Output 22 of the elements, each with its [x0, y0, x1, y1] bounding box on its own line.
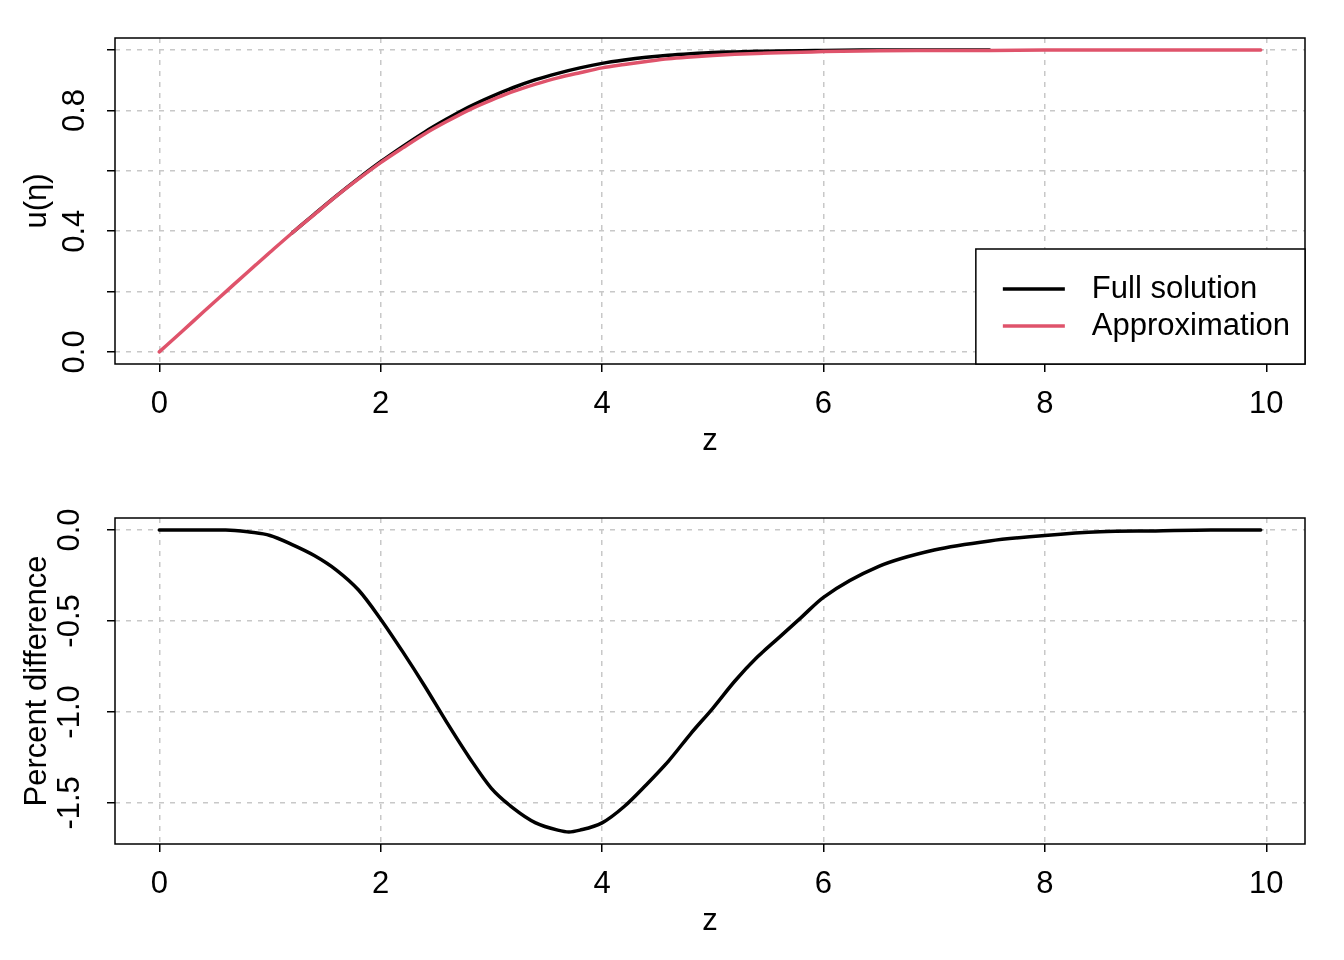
- y-tick-label: 0.8: [56, 88, 91, 132]
- x-tick-label: 6: [814, 385, 833, 421]
- x-tick-label: 2: [372, 865, 390, 901]
- x-axis-title: z: [702, 901, 718, 937]
- x-axis-title: z: [702, 421, 718, 457]
- legend-label: Approximation: [1091, 306, 1290, 342]
- x-tick-label: 4: [593, 385, 611, 421]
- line-series: [157, 528, 1263, 834]
- x-tick-label: 10: [1249, 385, 1284, 421]
- x-tick-label: 0: [150, 865, 168, 901]
- x-tick-label: 2: [372, 385, 390, 421]
- x-tick-label: 10: [1249, 865, 1284, 901]
- y-tick-label: 0.0: [56, 330, 91, 374]
- y-tick-label: 0.4: [56, 209, 91, 253]
- legend-label: Full solution: [1091, 269, 1258, 305]
- y-axis-title: u(η): [18, 173, 54, 229]
- x-tick-label: 0: [150, 385, 168, 421]
- x-tick-label: 6: [814, 865, 833, 901]
- x-tick-label: 4: [593, 865, 611, 901]
- x-tick-label: 8: [1036, 385, 1054, 421]
- x-tick-label: 8: [1036, 865, 1054, 901]
- y-tick-label: 0.0: [50, 508, 86, 552]
